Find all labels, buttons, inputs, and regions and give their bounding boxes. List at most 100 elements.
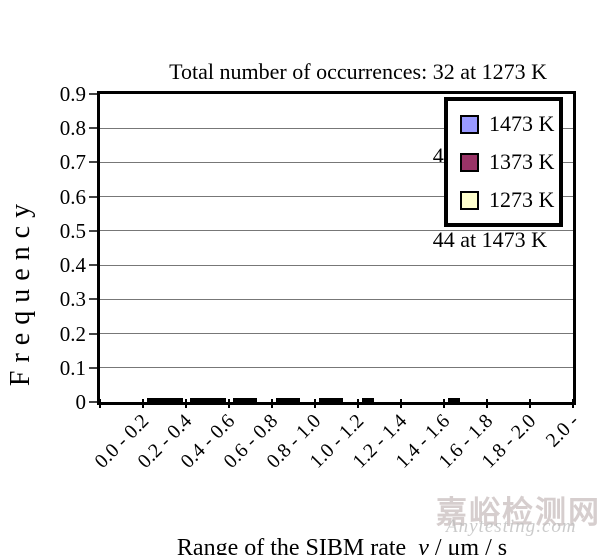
gridline (100, 230, 573, 232)
y-axis-tick-label: 0 (75, 390, 87, 414)
gridline (100, 367, 573, 369)
bar-1473k (275, 398, 288, 402)
legend-swatch-1473k (460, 114, 479, 134)
y-axis-tick (89, 229, 97, 232)
x-axis-tick (357, 399, 359, 408)
bar-1273k (170, 398, 183, 402)
bar-group (229, 94, 272, 402)
gridlines (100, 94, 573, 402)
bar-group (143, 94, 186, 402)
y-axis-tick (89, 93, 97, 95)
title-line-1: Total number of occurrences: 32 at 1273 … (169, 59, 547, 84)
gridline (100, 264, 573, 266)
y-axis-tick-label: 0.8 (59, 116, 86, 141)
x-axis-tick (185, 399, 187, 408)
bar-group (401, 94, 444, 402)
bar-slot (447, 398, 460, 402)
y-axis-tick-label: 0.9 (59, 82, 86, 106)
y-axis-tick-label: 0.1 (59, 355, 86, 380)
x-axis-tick (142, 399, 144, 408)
bar-slot (189, 398, 202, 402)
bar-1273k (213, 398, 226, 402)
bar-1473k (318, 398, 331, 402)
gridline (100, 161, 573, 163)
bar-slot (330, 398, 343, 402)
bar-slot (244, 398, 257, 402)
bar-group (315, 94, 358, 402)
legend-label: 1373 K (489, 149, 555, 174)
bar-slot (361, 398, 374, 402)
bar-group (444, 94, 487, 402)
y-axis-tick-label: 0.2 (59, 321, 86, 346)
legend-swatch-1273k (460, 190, 479, 210)
x-axis-title: Range of the SIBM rate v / μm / s (30, 508, 600, 555)
legend-label: 1473 K (489, 111, 555, 136)
bar-series-area (100, 94, 573, 402)
watermark-text: 嘉峪检测网 (436, 495, 600, 531)
bar-1473k (232, 398, 245, 402)
legend-item: 1373 K (460, 149, 559, 175)
gridline (100, 333, 573, 335)
bar-slot (146, 398, 159, 402)
bar-1373k (201, 398, 214, 402)
bar-1473k (146, 398, 159, 402)
y-axis-tick-label: 0.6 (59, 184, 86, 209)
x-axis-tick (99, 399, 101, 408)
bar-1373k (330, 398, 343, 402)
plot-area-border (97, 91, 576, 405)
bar-slot (201, 398, 214, 402)
x-axis-tick (400, 399, 402, 408)
bar-slot (275, 398, 288, 402)
y-axis-tick (89, 161, 97, 164)
y-axis-tick-label: 0.7 (59, 150, 86, 175)
watermark-site: Anytesting.com (446, 516, 577, 537)
plot-area (100, 94, 573, 402)
x-axis-tick (314, 399, 316, 408)
x-axis-tick (572, 399, 574, 408)
bar-slot (232, 398, 245, 402)
y-axis-tick (89, 401, 97, 403)
bar-1373k (244, 398, 257, 402)
bar-1373k (287, 398, 300, 402)
y-axis-tick (89, 264, 97, 267)
x-axis-tick (529, 399, 531, 408)
bar-1473k (189, 398, 202, 402)
x-axis-title-text: Range of the SIBM rate (176, 535, 419, 555)
bar-group (358, 94, 401, 402)
y-axis-tick-label: 0.5 (59, 218, 86, 243)
bar-group (186, 94, 229, 402)
legend: 1473 K 1373 K 1273 K (444, 97, 563, 227)
y-axis-tick-label: 0.4 (59, 253, 86, 278)
gridline (100, 196, 573, 198)
y-axis-tick (89, 127, 97, 130)
y-axis-tick (89, 366, 97, 369)
bar-slot (213, 398, 226, 402)
bar-slot (318, 398, 331, 402)
bar-1473k (361, 398, 374, 402)
x-axis-category-label: 2.0 - (542, 410, 584, 452)
bar-slot (287, 398, 300, 402)
gridline (100, 127, 573, 129)
x-axis-title-symbol: v (418, 535, 429, 555)
bar-group (272, 94, 315, 402)
legend-item: 1273 K (460, 187, 559, 213)
bar-slot (170, 398, 183, 402)
bar-1473k (447, 398, 460, 402)
chart-title: Total number of occurrences: 32 at 1273 … (27, 2, 547, 310)
x-axis-tick (443, 399, 445, 408)
y-axis-tick (89, 332, 97, 335)
legend-swatch-1373k (460, 152, 479, 172)
x-axis-tick (271, 399, 273, 408)
bar-1373k (158, 398, 171, 402)
y-axis-tick (89, 298, 97, 301)
gridline (100, 298, 573, 300)
legend-item: 1473 K (460, 111, 559, 137)
x-axis-tick (228, 399, 230, 408)
legend-label: 1273 K (489, 187, 555, 212)
x-axis-tick (486, 399, 488, 408)
bar-group (100, 94, 143, 402)
x-axis-title-units: / μm / s (428, 535, 508, 555)
y-axis-tick-label: 0.3 (59, 287, 86, 312)
y-axis-tick (89, 195, 97, 198)
